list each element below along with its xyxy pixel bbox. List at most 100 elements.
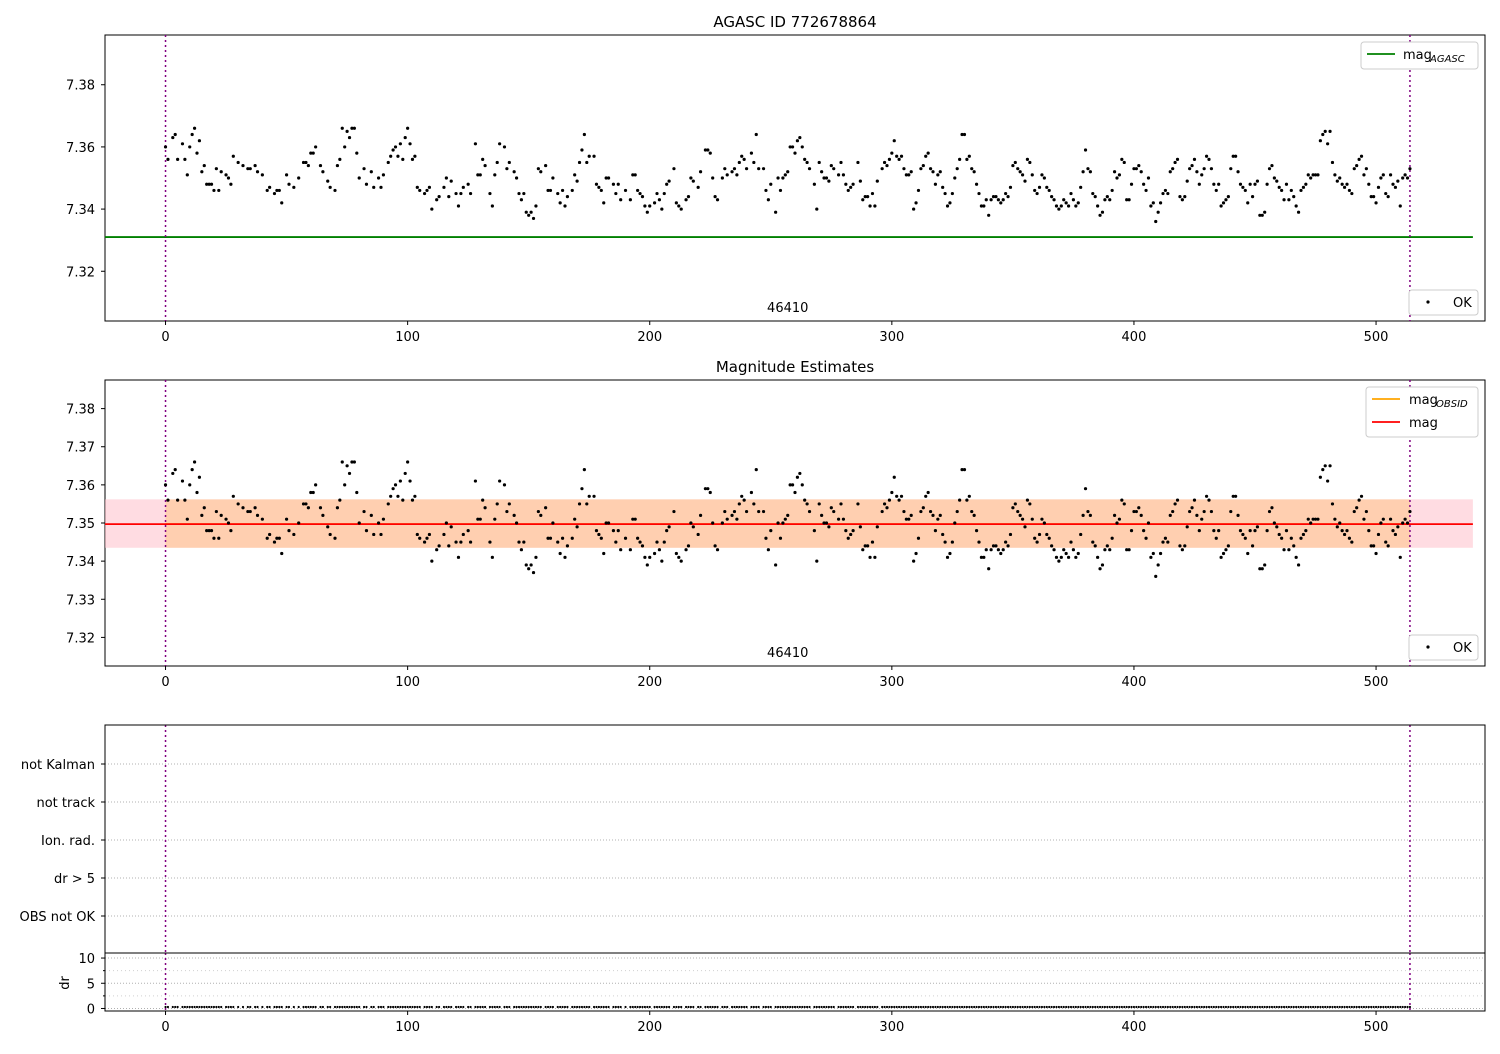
panel4-dr-point	[779, 1005, 782, 1009]
panel1-data-point	[960, 132, 964, 137]
panel2-data-point	[1008, 532, 1013, 537]
panel2-data-point	[1202, 509, 1206, 514]
panel1-data-point	[1309, 176, 1313, 180]
panel1-data-point	[466, 182, 470, 186]
panel4-dr-point	[864, 1005, 867, 1009]
panel1-data-point	[1158, 201, 1163, 205]
panel1-data-point	[490, 204, 494, 208]
panel1-data-point	[921, 163, 925, 168]
panel4-dr-point	[551, 1005, 554, 1009]
panel2-data-point	[217, 536, 221, 540]
panel1-points-legend-label: OK	[1453, 296, 1472, 311]
panel1-data-point	[362, 167, 366, 171]
panel4-dr-point	[302, 1005, 305, 1009]
panel4-dr-point	[1304, 1005, 1307, 1009]
panel2-data-point	[408, 479, 412, 483]
panel1-data-point	[1008, 185, 1013, 189]
panel2-data-point	[343, 483, 347, 487]
panel1-data-point	[214, 167, 218, 171]
panel2-xtick-label: 300	[879, 675, 904, 690]
panel4-dr-point	[655, 1005, 659, 1009]
panel2-data-point	[1079, 532, 1083, 537]
panel1-data-point	[418, 188, 422, 193]
panel1-data-point	[570, 188, 574, 193]
panel2-data-point	[744, 509, 749, 514]
panel2-data-point	[1357, 498, 1361, 502]
panel1-data-point	[1272, 176, 1276, 180]
panel4-dr-point	[672, 1005, 676, 1009]
panel2-data-point	[524, 563, 528, 567]
panel4-dr-point	[1195, 1005, 1198, 1009]
panel1-data-point	[529, 210, 533, 214]
panel1-data-point	[805, 160, 809, 165]
panel2-data-point	[1299, 536, 1303, 540]
panel1-data-point	[326, 179, 330, 183]
panel4-dr-point	[1135, 1005, 1138, 1009]
panel2-data-point	[1035, 540, 1039, 544]
panel4-dr-point	[934, 1005, 937, 1009]
panel4-dr-point	[1157, 1005, 1160, 1009]
panel1-data-point	[967, 154, 971, 158]
panel2-data-point	[585, 502, 589, 506]
panel4-dr-point	[1019, 1005, 1022, 1009]
panel1-data-point	[1362, 173, 1366, 177]
panel1-data-point	[1105, 195, 1109, 199]
panel2-data-point	[1018, 513, 1022, 517]
panel4-dr-point	[1406, 1005, 1409, 1009]
panel2-data-point	[665, 529, 669, 533]
panel4-dr-point	[931, 1005, 935, 1009]
panel2-data-point	[752, 502, 756, 506]
panel1-data-point	[398, 142, 402, 146]
panel4-dr-point	[532, 1005, 535, 1009]
panel1-data-point	[514, 176, 519, 180]
panel1-data-point	[1059, 204, 1063, 208]
panel4-dr-point	[605, 1005, 608, 1009]
panel2-data-point	[679, 559, 683, 563]
panel2-data-point	[703, 487, 708, 491]
panel1-data-point	[1209, 167, 1214, 171]
panel1-data-point	[459, 191, 463, 196]
panel4-dr-point	[220, 1005, 223, 1009]
panel1-data-point	[1236, 170, 1240, 174]
panel1-data-point	[192, 126, 197, 130]
panel2-data-point	[1013, 502, 1017, 506]
panel4-dr-point	[563, 1005, 567, 1009]
panel4-dr-point	[1086, 1005, 1090, 1009]
panel4-dr-point	[1067, 1005, 1070, 1009]
panel1-data-point	[1023, 179, 1027, 183]
panel4-dr-point	[459, 1005, 462, 1009]
panel4-dr-point	[418, 1005, 421, 1009]
panel1-data-point	[410, 157, 415, 161]
panel2-data-point	[754, 468, 758, 472]
panel2-data-point	[1384, 540, 1388, 544]
panel4-dr-point	[217, 1005, 220, 1009]
panel4-dr-point	[1186, 1005, 1189, 1009]
panel4-dr-point	[1268, 1005, 1271, 1009]
panel2-data-point	[1306, 517, 1310, 521]
panel1-data-point	[1369, 195, 1373, 199]
panel4-dr-point	[839, 1005, 843, 1009]
panel2-data-point	[304, 502, 308, 506]
panel2-data-point	[684, 548, 688, 552]
panel4-dr-point	[1144, 1005, 1148, 1009]
panel1-data-point	[606, 176, 611, 180]
panel1-data-point	[991, 195, 996, 199]
panel2-data-point	[1381, 517, 1385, 521]
panel1-data-point	[1238, 182, 1243, 186]
panel2-data-point	[1151, 551, 1155, 556]
panel2-data-point	[1083, 487, 1088, 491]
panel2-data-point	[529, 563, 533, 567]
panel1-data-point	[1301, 185, 1306, 189]
panel1-data-point	[180, 142, 185, 146]
panel2-data-point	[1374, 551, 1378, 556]
panel1-data-point	[1200, 173, 1204, 177]
panel1-data-point	[757, 167, 761, 171]
panel1-data-point	[1379, 176, 1383, 180]
panel1-data-point	[1386, 195, 1390, 199]
panel1-data-point	[582, 132, 586, 137]
panel1-data-point	[1321, 132, 1325, 137]
panel2-data-point	[188, 483, 192, 487]
panel2-data-point	[1323, 464, 1327, 468]
panel4-dr-point	[910, 1005, 913, 1009]
panel1-data-point	[1180, 198, 1184, 202]
